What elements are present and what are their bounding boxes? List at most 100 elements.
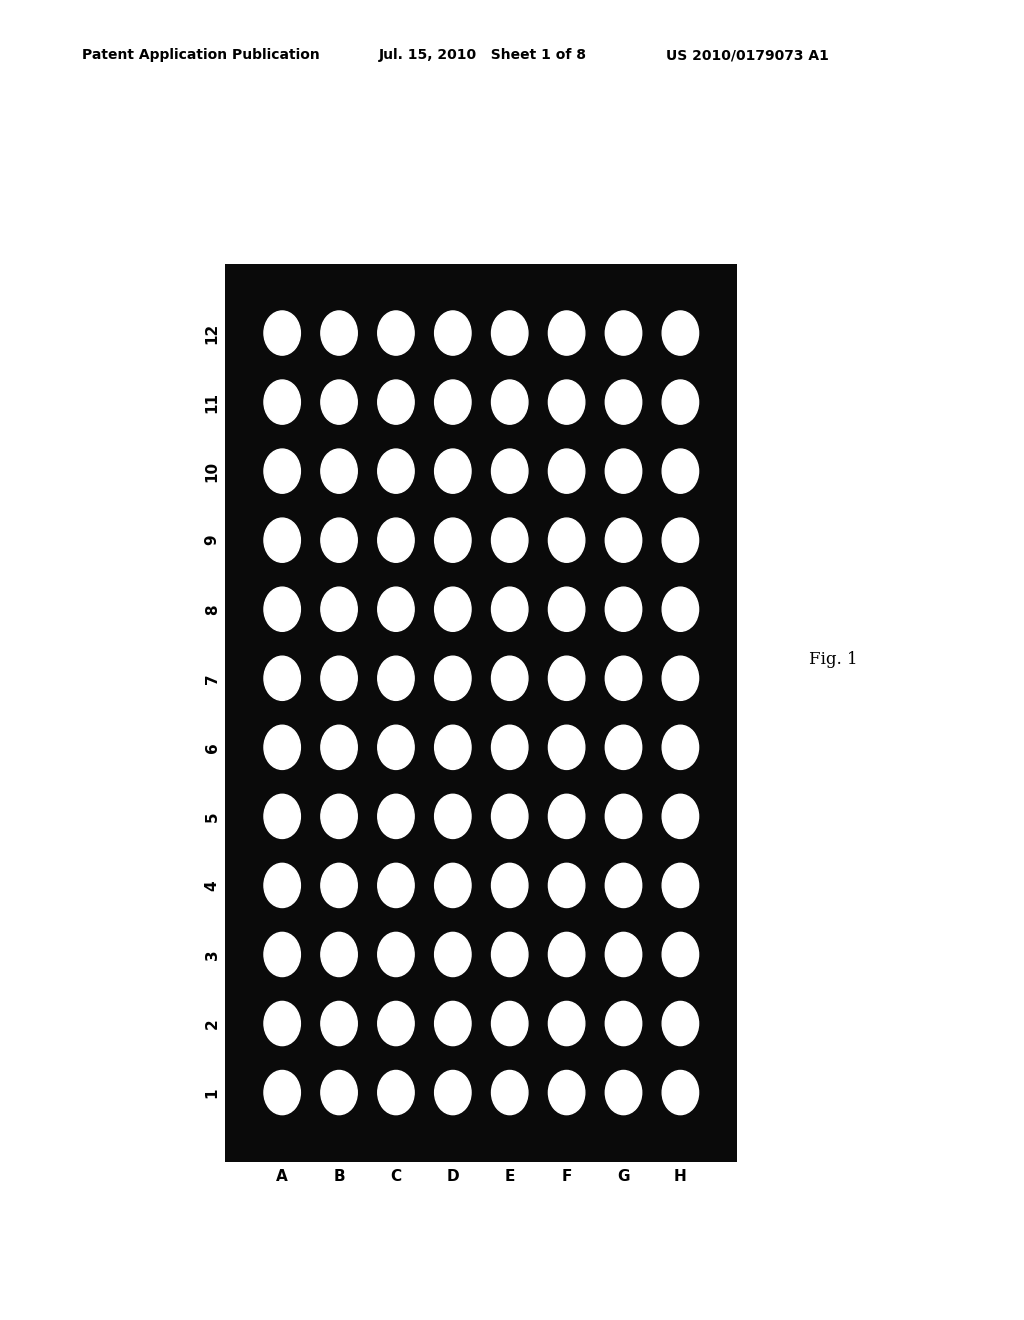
Circle shape	[434, 449, 471, 494]
Circle shape	[605, 656, 642, 701]
Circle shape	[663, 1071, 698, 1114]
Circle shape	[492, 380, 528, 424]
Text: Patent Application Publication: Patent Application Publication	[82, 49, 319, 62]
Circle shape	[492, 587, 528, 631]
Circle shape	[321, 656, 357, 701]
Circle shape	[549, 863, 585, 908]
Circle shape	[378, 517, 414, 562]
Circle shape	[434, 517, 471, 562]
Text: Fig. 1: Fig. 1	[809, 652, 857, 668]
Circle shape	[321, 380, 357, 424]
Circle shape	[663, 380, 698, 424]
Circle shape	[378, 656, 414, 701]
Circle shape	[663, 725, 698, 770]
Circle shape	[492, 517, 528, 562]
Circle shape	[434, 932, 471, 977]
Circle shape	[378, 795, 414, 838]
Circle shape	[264, 725, 300, 770]
Circle shape	[434, 1002, 471, 1045]
Circle shape	[321, 725, 357, 770]
Circle shape	[492, 656, 528, 701]
Circle shape	[663, 517, 698, 562]
Circle shape	[492, 449, 528, 494]
Circle shape	[378, 932, 414, 977]
Text: US 2010/0179073 A1: US 2010/0179073 A1	[666, 49, 828, 62]
Circle shape	[434, 312, 471, 355]
Circle shape	[605, 517, 642, 562]
Circle shape	[605, 312, 642, 355]
Circle shape	[321, 932, 357, 977]
Circle shape	[378, 449, 414, 494]
Circle shape	[605, 795, 642, 838]
Circle shape	[605, 725, 642, 770]
Circle shape	[549, 312, 585, 355]
Circle shape	[605, 863, 642, 908]
Circle shape	[605, 932, 642, 977]
Circle shape	[264, 1002, 300, 1045]
Circle shape	[264, 380, 300, 424]
Circle shape	[264, 795, 300, 838]
Circle shape	[378, 1071, 414, 1114]
Circle shape	[605, 449, 642, 494]
Circle shape	[264, 312, 300, 355]
Circle shape	[321, 517, 357, 562]
Circle shape	[549, 656, 585, 701]
Circle shape	[264, 517, 300, 562]
Circle shape	[663, 312, 698, 355]
Circle shape	[264, 449, 300, 494]
Circle shape	[549, 1071, 585, 1114]
Circle shape	[434, 587, 471, 631]
Circle shape	[663, 449, 698, 494]
Circle shape	[663, 587, 698, 631]
Circle shape	[492, 1071, 528, 1114]
Circle shape	[663, 932, 698, 977]
Circle shape	[264, 1071, 300, 1114]
Circle shape	[321, 587, 357, 631]
Circle shape	[434, 380, 471, 424]
Circle shape	[264, 656, 300, 701]
Circle shape	[434, 795, 471, 838]
Circle shape	[605, 380, 642, 424]
Circle shape	[492, 795, 528, 838]
Circle shape	[605, 1002, 642, 1045]
Circle shape	[492, 863, 528, 908]
Text: Jul. 15, 2010   Sheet 1 of 8: Jul. 15, 2010 Sheet 1 of 8	[379, 49, 587, 62]
Circle shape	[378, 725, 414, 770]
Circle shape	[434, 725, 471, 770]
Circle shape	[378, 863, 414, 908]
Circle shape	[434, 863, 471, 908]
Circle shape	[264, 587, 300, 631]
Circle shape	[549, 932, 585, 977]
Circle shape	[549, 517, 585, 562]
Circle shape	[492, 932, 528, 977]
Circle shape	[378, 312, 414, 355]
Circle shape	[549, 795, 585, 838]
Circle shape	[434, 656, 471, 701]
Circle shape	[264, 863, 300, 908]
Circle shape	[264, 932, 300, 977]
Circle shape	[321, 449, 357, 494]
Circle shape	[549, 587, 585, 631]
Circle shape	[605, 1071, 642, 1114]
Circle shape	[434, 1071, 471, 1114]
Circle shape	[492, 1002, 528, 1045]
Circle shape	[663, 1002, 698, 1045]
Circle shape	[605, 587, 642, 631]
Circle shape	[321, 312, 357, 355]
Circle shape	[378, 587, 414, 631]
Circle shape	[378, 1002, 414, 1045]
Circle shape	[663, 795, 698, 838]
Circle shape	[549, 1002, 585, 1045]
Circle shape	[321, 863, 357, 908]
Circle shape	[492, 312, 528, 355]
Circle shape	[549, 725, 585, 770]
Circle shape	[549, 449, 585, 494]
Circle shape	[321, 795, 357, 838]
Circle shape	[378, 380, 414, 424]
Circle shape	[492, 725, 528, 770]
Circle shape	[321, 1002, 357, 1045]
Circle shape	[321, 1071, 357, 1114]
Circle shape	[663, 863, 698, 908]
Circle shape	[549, 380, 585, 424]
Circle shape	[663, 656, 698, 701]
